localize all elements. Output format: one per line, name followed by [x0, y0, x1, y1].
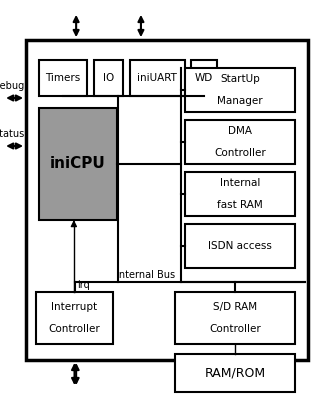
Text: Controller: Controller: [209, 324, 261, 334]
Text: ISDN access: ISDN access: [208, 241, 272, 251]
Bar: [36, 292, 113, 344]
Bar: [185, 120, 295, 164]
Bar: [185, 224, 295, 268]
Bar: [185, 68, 295, 112]
Bar: [39, 108, 117, 220]
Text: Internal: Internal: [220, 178, 260, 188]
Text: Internal Bus: Internal Bus: [116, 270, 175, 280]
Text: Controller: Controller: [214, 148, 266, 158]
Bar: [39, 60, 87, 96]
Text: RAM/ROM: RAM/ROM: [204, 366, 265, 380]
Text: irq: irq: [77, 280, 90, 290]
Text: Interrupt: Interrupt: [52, 302, 98, 312]
Bar: [26, 40, 308, 360]
Text: S/D RAM: S/D RAM: [213, 302, 257, 312]
Text: IO: IO: [103, 73, 114, 83]
Text: iniCPU: iniCPU: [50, 156, 106, 172]
Text: WD: WD: [195, 73, 213, 83]
Text: Manager: Manager: [217, 96, 262, 106]
Text: Debug: Debug: [0, 81, 24, 91]
Bar: [175, 292, 295, 344]
Text: fast RAM: fast RAM: [217, 200, 263, 210]
Bar: [191, 60, 217, 96]
Text: DMA: DMA: [228, 126, 252, 136]
Bar: [94, 60, 123, 96]
Text: Controller: Controller: [49, 324, 100, 334]
Bar: [130, 60, 185, 96]
Text: Status: Status: [0, 129, 24, 139]
Bar: [185, 172, 295, 216]
Bar: [175, 354, 295, 392]
Text: StartUp: StartUp: [220, 74, 260, 84]
Text: Timers: Timers: [46, 73, 81, 83]
Text: iniUART: iniUART: [137, 73, 177, 83]
